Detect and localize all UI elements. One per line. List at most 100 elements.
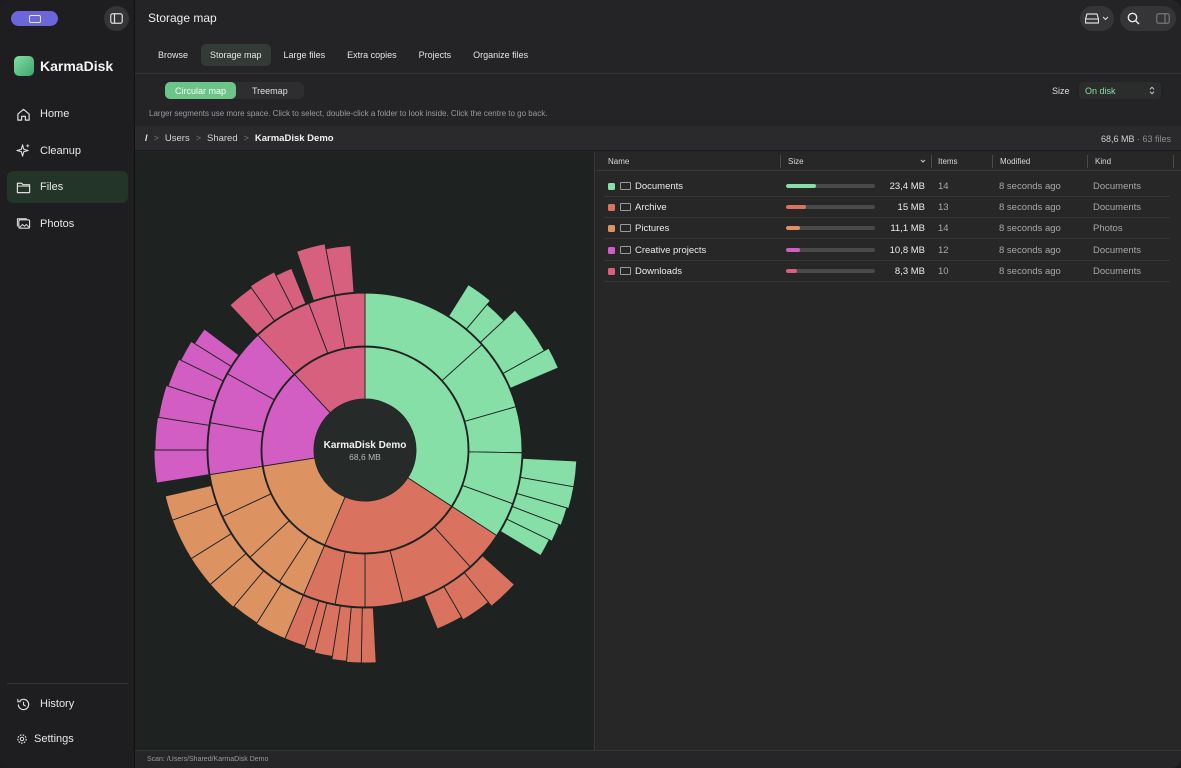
history-icon: [17, 698, 30, 710]
column-header-size[interactable]: Size: [788, 157, 804, 166]
subfolder-segment[interactable]: [334, 292, 366, 349]
breadcrumb-item[interactable]: Users: [164, 132, 190, 144]
size-select-value: On disk: [1085, 85, 1116, 96]
tab-bar: Browse Storage map Large files Extra cop…: [135, 44, 537, 66]
folder-icon: [620, 203, 631, 212]
sidebar-toggle-button[interactable]: [104, 6, 129, 31]
folder-icon: [620, 266, 631, 275]
tab-projects[interactable]: Projects: [418, 50, 452, 60]
breadcrumb-current: KarmaDisk Demo: [254, 132, 334, 144]
file-segment[interactable]: [153, 449, 210, 484]
file-segment[interactable]: [423, 586, 463, 630]
size-bar-fill: [786, 205, 806, 210]
chevron-right-icon: >: [195, 133, 201, 143]
color-swatch: [608, 204, 615, 212]
inspector-panel-icon[interactable]: [1155, 13, 1170, 24]
column-divider: [780, 155, 781, 168]
search-icon[interactable]: [1127, 12, 1140, 25]
table-row[interactable]: Pictures 11,1 MB 14 8 seconds ago Photos: [604, 218, 1170, 240]
file-segment[interactable]: [164, 485, 218, 521]
row-kind: Documents: [1093, 244, 1142, 256]
row-kind: Documents: [1093, 181, 1142, 192]
file-segment[interactable]: [275, 267, 307, 310]
row-size: 11,1 MB: [890, 223, 925, 235]
sidebar-item-label: Cleanup: [40, 144, 81, 157]
row-name: Creative projects: [635, 244, 707, 256]
row-modified: 8 seconds ago: [999, 202, 1061, 214]
sidebar-item-settings[interactable]: Settings: [7, 724, 128, 754]
file-segment[interactable]: [499, 518, 550, 557]
tab-storage-map[interactable]: Storage map: [201, 44, 271, 66]
row-kind: Documents: [1093, 265, 1142, 277]
column-header-items[interactable]: Items: [938, 157, 958, 166]
sidebar-item-history[interactable]: History: [7, 689, 128, 719]
folder-icon: [620, 182, 631, 190]
column-header-kind[interactable]: Kind: [1095, 157, 1112, 166]
folder-icon: [16, 182, 31, 193]
folder-total: 68,6 MB · 63 files: [1101, 134, 1171, 144]
size-bar: [786, 205, 875, 210]
chevron-down-icon: [1102, 16, 1109, 21]
page-title: Storage map: [148, 11, 217, 25]
drive-select-button[interactable]: [1080, 6, 1114, 31]
size-bar: [786, 226, 875, 231]
table-row[interactable]: Documents 23,4 MB 14 8 seconds ago Documents: [604, 176, 1170, 197]
view-mode-toggle: Circular map Treemap: [165, 82, 304, 99]
color-swatch: [608, 267, 615, 275]
table-header: Name Size Items Modified Kind: [596, 152, 1181, 171]
row-modified: 8 seconds ago: [999, 181, 1061, 192]
file-segment[interactable]: [360, 607, 377, 664]
sidebar-item-photos[interactable]: Photos: [7, 208, 128, 240]
circular-map-button[interactable]: Circular map: [165, 82, 237, 99]
column-header-name[interactable]: Name: [608, 157, 630, 166]
row-size: 8,3 MB: [894, 265, 925, 277]
file-segment[interactable]: [193, 328, 240, 367]
photos-icon: [16, 218, 31, 229]
row-name: Documents: [635, 181, 684, 192]
file-segment[interactable]: [325, 245, 355, 296]
sidebar-item-home[interactable]: Home: [7, 98, 128, 130]
column-header-modified[interactable]: Modified: [1000, 157, 1031, 166]
size-select[interactable]: On disk: [1079, 82, 1161, 99]
row-items: 12: [938, 244, 949, 256]
chevron-right-icon: >: [243, 133, 249, 143]
size-label: Size: [1052, 86, 1070, 96]
tab-extra-copies[interactable]: Extra copies: [347, 50, 397, 60]
row-items: 14: [938, 181, 949, 192]
size-bar: [786, 184, 875, 188]
center-folder-size: 68,6 MB: [349, 452, 381, 462]
table-row[interactable]: Downloads 8,3 MB 10 8 seconds ago Documents: [604, 261, 1170, 282]
chevron-right-icon: >: [153, 133, 159, 143]
map-center[interactable]: [314, 399, 416, 501]
app-logo-icon: [14, 56, 34, 76]
folder-segment[interactable]: [324, 477, 453, 554]
row-items: 10: [938, 265, 949, 277]
row-name: Archive: [635, 202, 667, 214]
tab-organize-files[interactable]: Organize files: [473, 50, 529, 60]
total-size: 68,6 MB: [1100, 134, 1135, 144]
sunburst-chart[interactable]: KarmaDisk Demo 68,6 MB: [135, 152, 595, 750]
row-items: 13: [938, 202, 949, 214]
treemap-button[interactable]: Treemap: [252, 85, 288, 96]
breadcrumb-item[interactable]: Shared: [206, 132, 238, 144]
drive-icon: [1085, 13, 1099, 24]
window-controls-button[interactable]: [11, 11, 58, 26]
sidebar-item-cleanup[interactable]: Cleanup: [7, 135, 128, 167]
folder-icon: [620, 224, 631, 233]
size-bar-fill: [786, 184, 817, 188]
tab-browse[interactable]: Browse: [158, 50, 189, 60]
table-row[interactable]: Archive 15 MB 13 8 seconds ago Documents: [604, 197, 1170, 219]
file-count: · 63 files: [1136, 134, 1171, 144]
sidebar-item-label: Settings: [34, 733, 74, 745]
size-bar: [786, 247, 875, 252]
row-items: 14: [938, 223, 949, 235]
color-swatch: [608, 246, 615, 254]
brand: KarmaDisk: [14, 56, 113, 76]
row-name: Pictures: [635, 223, 670, 235]
breadcrumb-root[interactable]: /: [145, 132, 148, 144]
file-segment[interactable]: [502, 347, 559, 389]
tab-large-files[interactable]: Large files: [283, 50, 326, 60]
table-row[interactable]: Creative projects 10,8 MB 12 8 seconds ago D…: [604, 240, 1170, 261]
sidebar-item-files[interactable]: Files: [7, 171, 128, 203]
